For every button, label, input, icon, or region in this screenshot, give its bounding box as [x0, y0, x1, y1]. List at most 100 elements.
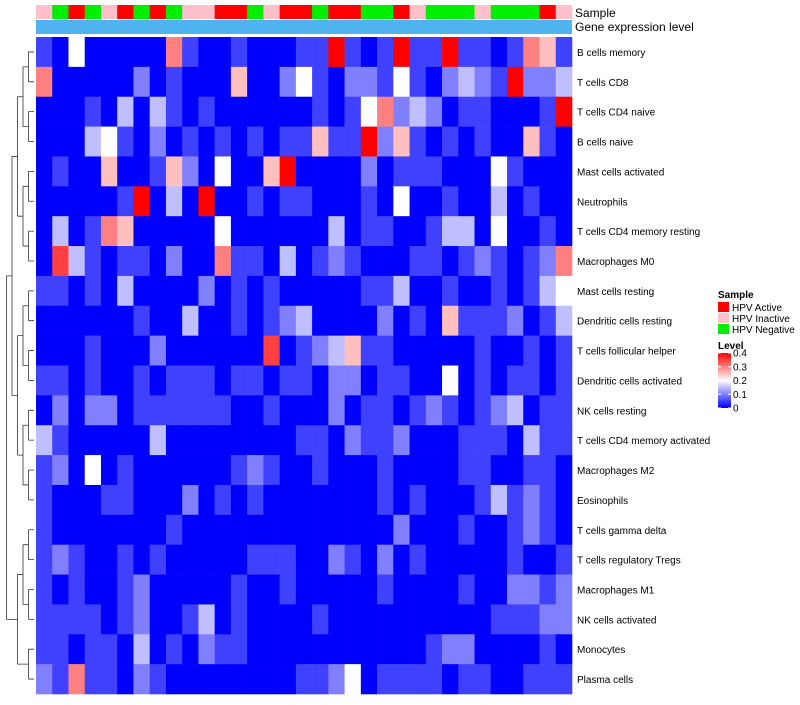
heatmap-cell — [393, 305, 410, 336]
heatmap-cell — [344, 484, 362, 516]
heatmap-cell — [214, 574, 232, 605]
heatmap-cell — [328, 96, 345, 127]
heatmap-cell — [133, 156, 150, 187]
sample-annotation-title: Sample — [575, 6, 616, 20]
heatmap-cell — [84, 544, 102, 575]
heatmap-cell — [393, 544, 410, 575]
heatmap-cell — [344, 37, 362, 68]
dendrogram-branch — [28, 350, 34, 381]
heatmap-cell — [295, 514, 313, 545]
heatmap-cell — [312, 275, 329, 307]
heatmap-cell — [490, 455, 508, 486]
heatmap-cell — [555, 216, 573, 247]
heatmap-cell — [165, 305, 183, 336]
heatmap-cell — [474, 514, 492, 545]
heatmap-cell — [100, 37, 118, 68]
heatmap-cell — [474, 96, 492, 127]
heatmap-cell — [247, 425, 264, 456]
heatmap-cell — [263, 186, 280, 217]
heatmap-cell — [442, 484, 459, 516]
heatmap-cell — [117, 455, 134, 486]
heatmap-cell — [360, 544, 378, 575]
heatmap-cell — [100, 216, 118, 247]
heatmap-cell — [117, 246, 134, 277]
heatmap-cell — [328, 484, 345, 516]
heatmap-cell — [52, 514, 69, 545]
sample-annotation-cell — [230, 5, 248, 19]
dendrogram-branch — [6, 275, 18, 620]
heatmap-cell — [68, 574, 86, 605]
heatmap-cell — [295, 634, 313, 665]
heatmap-cell — [328, 66, 345, 98]
heatmap-cell — [523, 37, 540, 68]
heatmap-cell — [133, 66, 150, 98]
heatmap-cell — [458, 634, 475, 665]
heatmap-cell — [133, 425, 150, 456]
heatmap-cell — [507, 37, 524, 68]
row-label: T cells CD8 — [577, 78, 629, 89]
heatmap-cell — [328, 514, 345, 545]
sample-annotation-cell — [100, 5, 118, 19]
heatmap-cell — [230, 634, 248, 665]
row-label: NK cells activated — [577, 615, 656, 626]
heatmap-cell — [117, 126, 134, 157]
heatmap-cell — [360, 96, 378, 127]
heatmap-cell — [100, 514, 118, 545]
heatmap-cell — [507, 664, 524, 695]
heatmap-cell — [149, 455, 167, 486]
heatmap-cell — [133, 574, 150, 605]
row-label: B cells naive — [577, 138, 634, 149]
heatmap-cell — [393, 574, 410, 605]
heatmap-cell — [214, 604, 232, 635]
heatmap-cell — [230, 37, 248, 68]
heatmap-cell — [214, 275, 232, 307]
heatmap-cell — [377, 544, 394, 575]
heatmap-cell — [344, 544, 362, 575]
dendrogram-branch — [28, 230, 34, 262]
heatmap-cell — [409, 37, 427, 68]
heatmap-cell — [507, 395, 524, 426]
heatmap-cell — [555, 186, 573, 217]
dendrogram-branch — [28, 290, 34, 322]
heatmap-cell — [133, 216, 150, 247]
heatmap-cell — [312, 96, 329, 127]
heatmap-cell — [100, 574, 118, 605]
heatmap-cell — [230, 365, 248, 396]
heatmap-cell — [344, 425, 362, 456]
heatmap-cell — [133, 544, 150, 575]
heatmap-cell — [198, 455, 215, 486]
heatmap-cell — [409, 574, 427, 605]
heatmap-cell — [68, 66, 86, 98]
row-label: B cells memory — [577, 48, 645, 59]
heatmap-cell — [247, 96, 264, 127]
heatmap-cell — [230, 455, 248, 486]
heatmap-cell — [133, 455, 150, 486]
heatmap-cell — [474, 395, 492, 426]
dendrogram-branch — [28, 589, 34, 620]
heatmap-cell — [474, 425, 492, 456]
heatmap-cell — [68, 37, 86, 68]
heatmap-cell — [214, 425, 232, 456]
sample-annotation-cell — [360, 5, 378, 19]
heatmap-cell — [328, 365, 345, 396]
heatmap-cell — [523, 604, 540, 635]
expression-annotation-cell — [36, 20, 572, 34]
heatmap-cell — [117, 395, 134, 426]
heatmap-cell — [539, 246, 557, 277]
heatmap-cell — [68, 246, 86, 277]
heatmap-cell — [84, 365, 102, 396]
heatmap-cell — [68, 335, 86, 366]
heatmap-cell — [490, 335, 508, 366]
heatmap-cell — [295, 425, 313, 456]
heatmap-cell — [458, 604, 475, 635]
heatmap-cell — [328, 246, 345, 277]
heatmap-cell — [36, 574, 53, 605]
dendrogram-branch — [22, 544, 29, 605]
row-label: Macrophages M1 — [577, 585, 655, 596]
heatmap-cell — [474, 664, 492, 695]
heatmap-cell — [425, 634, 443, 665]
heatmap-cell — [182, 305, 199, 336]
heatmap-cell — [490, 484, 508, 516]
heatmap-cell — [36, 604, 53, 635]
